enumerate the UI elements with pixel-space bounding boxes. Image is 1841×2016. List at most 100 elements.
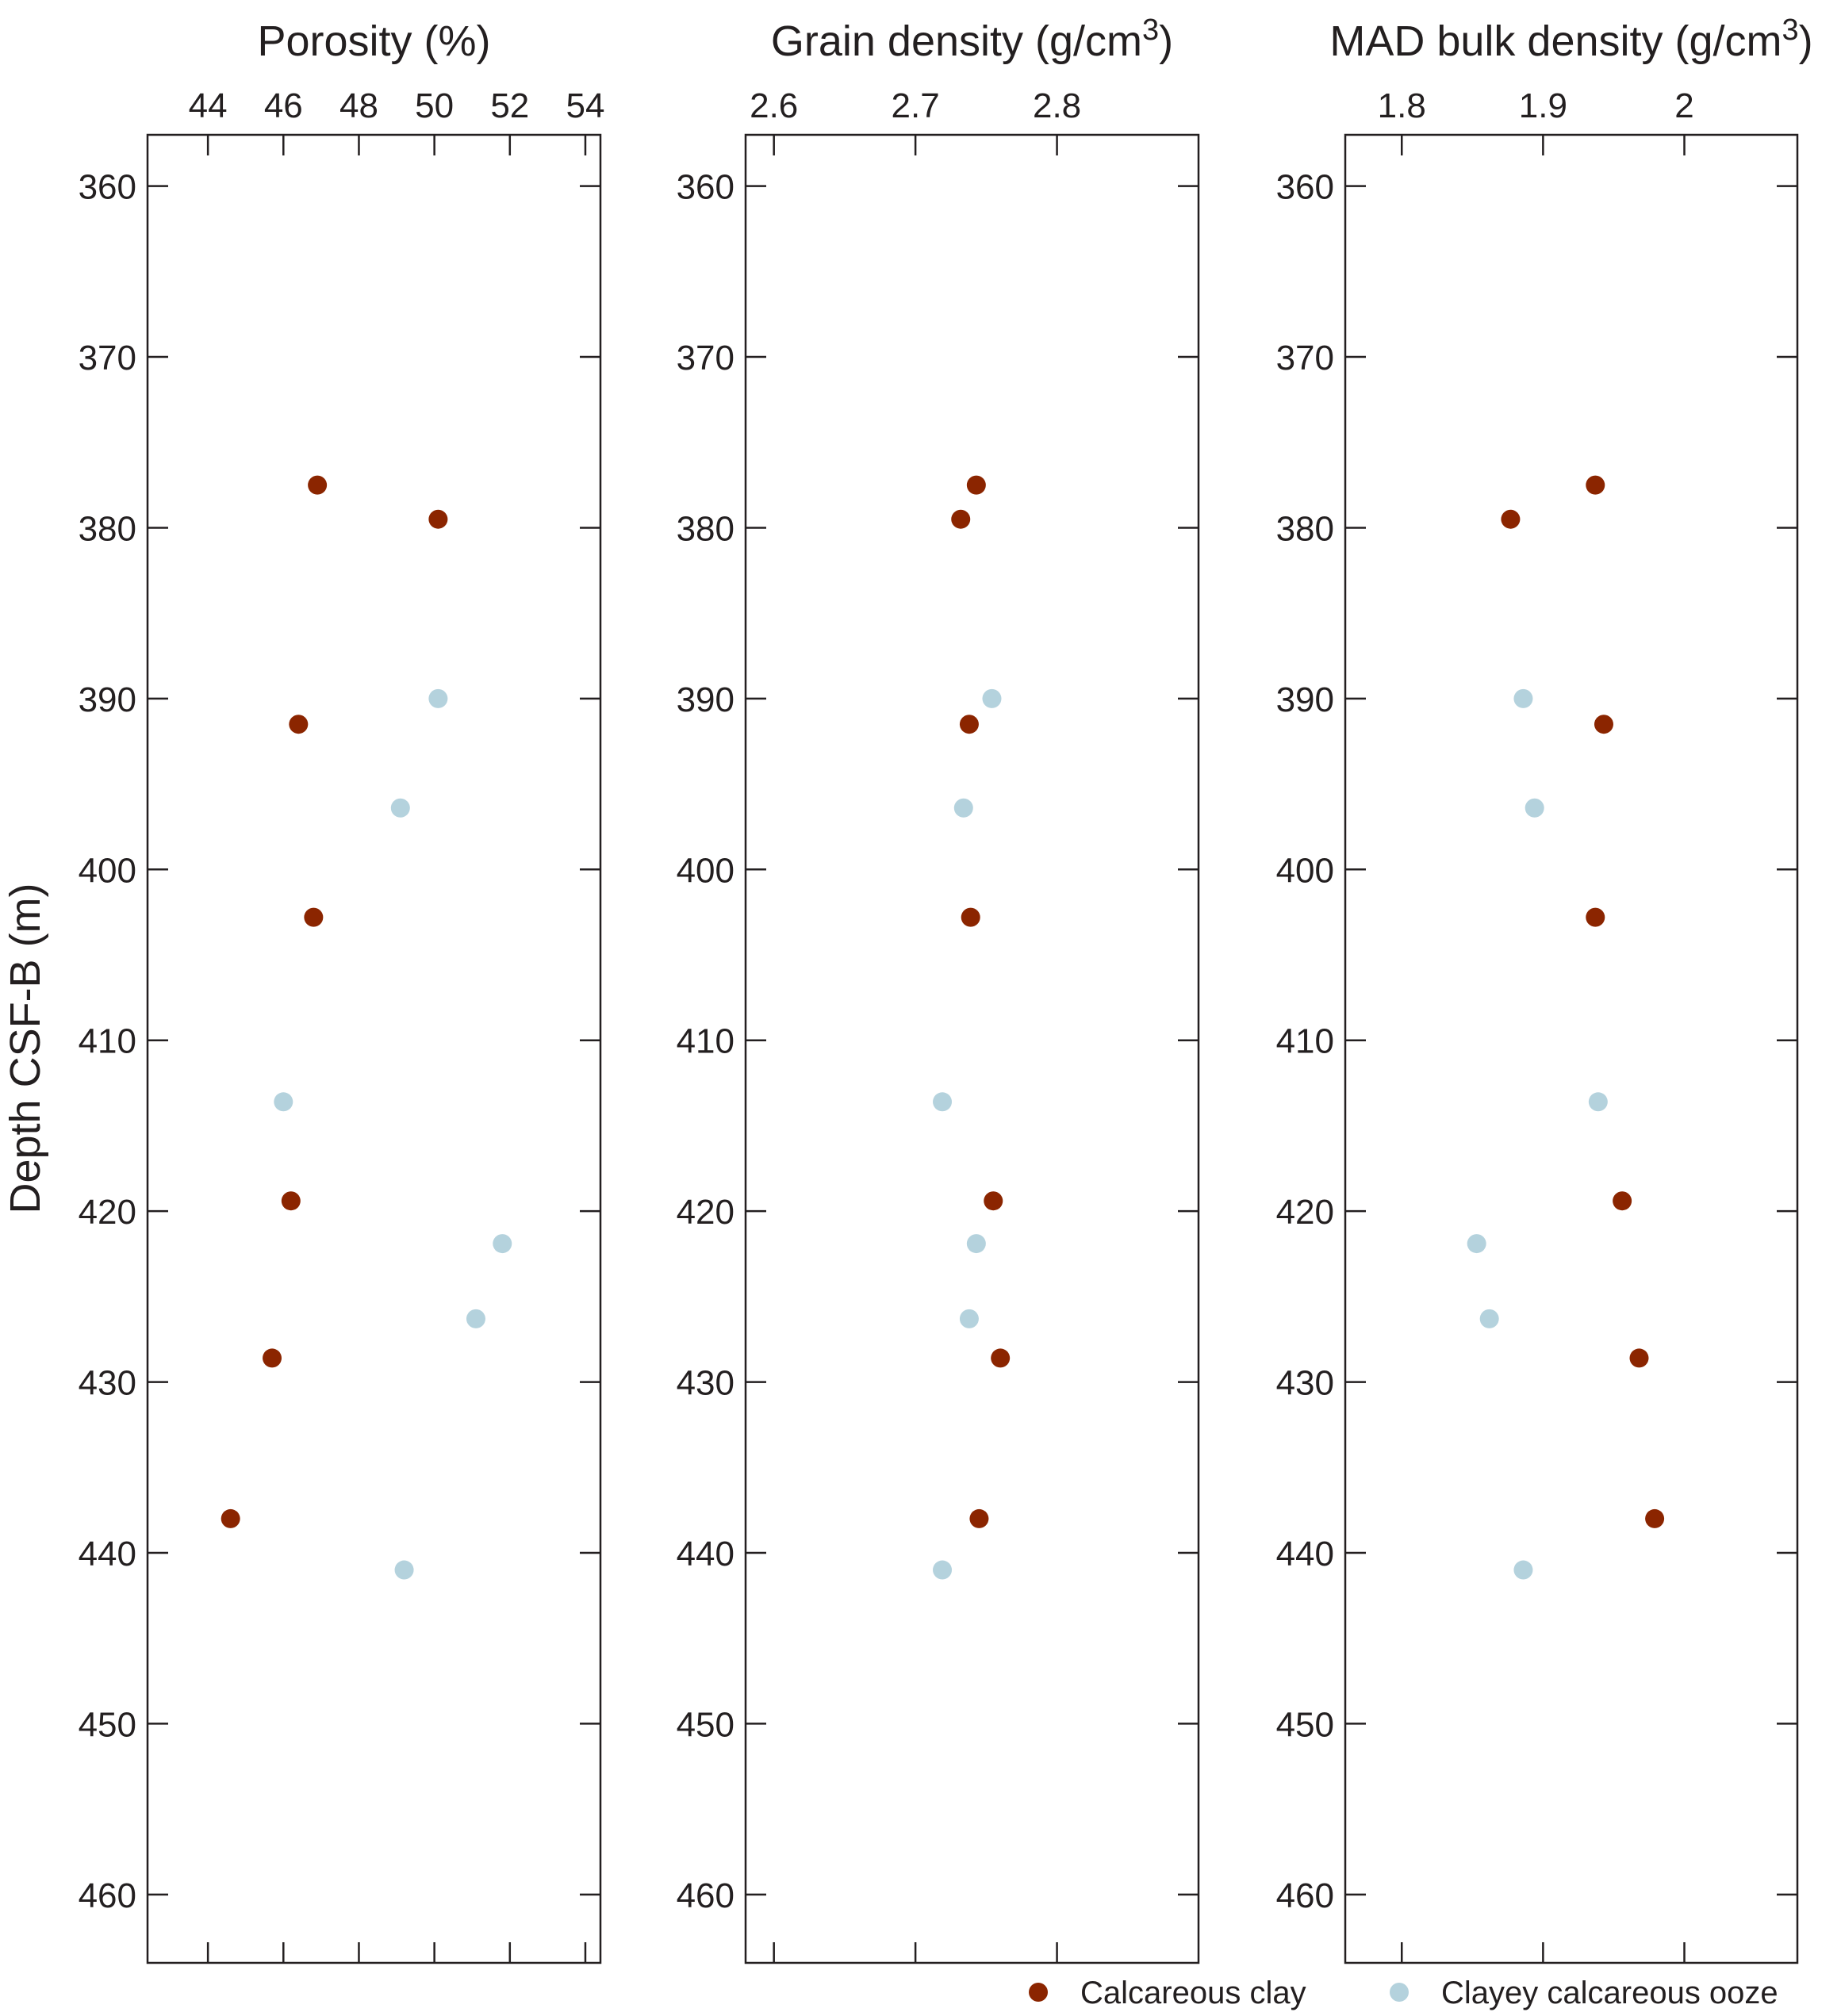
y-tick-label: 460 bbox=[79, 1876, 136, 1915]
data-point-calcareous-clay bbox=[308, 475, 328, 495]
legend-label-clayey-calcareous-ooze: Clayey calcareous ooze bbox=[1441, 1976, 1778, 2010]
x-tick-label: 54 bbox=[566, 86, 604, 125]
data-point-clayey-calcareous-ooze bbox=[1479, 1309, 1499, 1328]
data-point-clayey-calcareous-ooze bbox=[466, 1309, 485, 1328]
data-point-calcareous-clay bbox=[1629, 1348, 1649, 1368]
data-point-calcareous-clay bbox=[263, 1348, 282, 1368]
x-tick-label: 1.8 bbox=[1378, 86, 1426, 125]
y-tick-label: 460 bbox=[1276, 1876, 1334, 1915]
data-point-calcareous-clay bbox=[969, 1508, 989, 1528]
chart-panels: Porosity (%) 44 46 48 50 52 54 360 370 380 390 400 4… bbox=[79, 13, 1813, 1964]
x-tick-label: 50 bbox=[415, 86, 454, 125]
y-tick-label: 380 bbox=[677, 509, 734, 548]
data-point-clayey-calcareous-ooze bbox=[1513, 1560, 1533, 1580]
data-point-clayey-calcareous-ooze bbox=[274, 1092, 293, 1112]
x-tick-label: 2.8 bbox=[1033, 86, 1081, 125]
data-point-calcareous-clay bbox=[1613, 1191, 1632, 1211]
data-point-calcareous-clay bbox=[1501, 509, 1521, 529]
data-point-calcareous-clay bbox=[959, 715, 979, 734]
data-point-calcareous-clay bbox=[1645, 1508, 1665, 1528]
y-tick-label: 450 bbox=[79, 1705, 136, 1744]
x-tick-label: 2.6 bbox=[750, 86, 798, 125]
plot-frame bbox=[744, 133, 1200, 1964]
data-point-calcareous-clay bbox=[304, 907, 324, 927]
x-tick-label: 44 bbox=[189, 86, 228, 125]
legend-marker-clayey-calcareous-ooze bbox=[1390, 1983, 1409, 2002]
data-point-clayey-calcareous-ooze bbox=[959, 1309, 979, 1328]
data-point-clayey-calcareous-ooze bbox=[966, 1234, 986, 1254]
data-point-calcareous-clay bbox=[966, 475, 986, 495]
x-tick-label: 48 bbox=[339, 86, 378, 125]
x-tick-label: 2 bbox=[1674, 86, 1693, 125]
data-point-clayey-calcareous-ooze bbox=[394, 1560, 414, 1580]
y-tick-label: 360 bbox=[677, 168, 734, 207]
y-tick-label: 380 bbox=[1276, 509, 1334, 548]
data-point-calcareous-clay bbox=[951, 509, 971, 529]
panel-title: Grain density (g/cm3) bbox=[771, 13, 1173, 65]
data-point-calcareous-clay bbox=[1594, 715, 1613, 734]
y-tick-label: 440 bbox=[79, 1535, 136, 1573]
y-axis-label: Depth CSF-B (m) bbox=[2, 883, 49, 1213]
y-tick-label: 450 bbox=[1276, 1705, 1334, 1744]
data-point-calcareous-clay bbox=[961, 907, 980, 927]
y-tick-label: 440 bbox=[1276, 1535, 1334, 1573]
data-point-calcareous-clay bbox=[1586, 475, 1605, 495]
panel-1: Porosity (%) 44 46 48 50 52 54 360 370 380 390 400 4… bbox=[79, 17, 604, 1964]
y-tick-label: 360 bbox=[79, 168, 136, 207]
data-point-calcareous-clay bbox=[289, 715, 309, 734]
y-tick-label: 420 bbox=[677, 1193, 734, 1232]
panel-title: Porosity (%) bbox=[257, 17, 490, 65]
y-tick-label: 440 bbox=[677, 1535, 734, 1573]
data-point-clayey-calcareous-ooze bbox=[1525, 798, 1544, 818]
data-point-calcareous-clay bbox=[428, 509, 448, 529]
x-tick-label: 46 bbox=[264, 86, 303, 125]
legend-label-calcareous-clay: Calcareous clay bbox=[1080, 1976, 1306, 2010]
plot-frame bbox=[146, 133, 602, 1964]
data-point-clayey-calcareous-ooze bbox=[1467, 1234, 1486, 1254]
y-tick-label: 430 bbox=[1276, 1364, 1334, 1403]
y-tick-label: 430 bbox=[79, 1364, 136, 1403]
y-tick-label: 410 bbox=[79, 1022, 136, 1061]
y-tick-label: 370 bbox=[677, 339, 734, 378]
y-tick-label: 450 bbox=[677, 1705, 734, 1744]
y-tick-label: 390 bbox=[79, 680, 136, 719]
y-tick-label: 370 bbox=[79, 339, 136, 378]
y-tick-label: 420 bbox=[79, 1193, 136, 1232]
y-tick-label: 460 bbox=[677, 1876, 734, 1915]
y-tick-label: 400 bbox=[79, 851, 136, 890]
data-point-calcareous-clay bbox=[991, 1348, 1011, 1368]
y-tick-label: 410 bbox=[1276, 1022, 1334, 1061]
data-point-clayey-calcareous-ooze bbox=[982, 688, 1002, 708]
plot-frame bbox=[1344, 133, 1799, 1964]
x-tick-label: 1.9 bbox=[1519, 86, 1567, 125]
y-tick-label: 390 bbox=[677, 680, 734, 719]
data-point-clayey-calcareous-ooze bbox=[390, 798, 410, 818]
panel-2: Grain density (g/cm3) 2.6 2.7 2.8 360 370 380 3… bbox=[677, 13, 1200, 1964]
y-tick-label: 420 bbox=[1276, 1193, 1334, 1232]
y-tick-label: 400 bbox=[1276, 851, 1334, 890]
data-point-calcareous-clay bbox=[1586, 907, 1605, 927]
data-point-clayey-calcareous-ooze bbox=[1513, 688, 1533, 708]
data-point-clayey-calcareous-ooze bbox=[953, 798, 973, 818]
panel-title: MAD bulk density (g/cm3) bbox=[1329, 13, 1812, 65]
data-point-clayey-calcareous-ooze bbox=[933, 1092, 953, 1112]
panel-3: MAD bulk density (g/cm3) 1.8 1.9 2 360 370 380… bbox=[1276, 13, 1813, 1964]
y-tick-label: 390 bbox=[1276, 680, 1334, 719]
y-tick-label: 370 bbox=[1276, 339, 1334, 378]
data-point-clayey-calcareous-ooze bbox=[428, 688, 448, 708]
data-point-calcareous-clay bbox=[281, 1191, 301, 1211]
data-point-clayey-calcareous-ooze bbox=[1588, 1092, 1608, 1112]
y-tick-label: 430 bbox=[677, 1364, 734, 1403]
x-tick-label: 2.7 bbox=[892, 86, 940, 125]
data-point-calcareous-clay bbox=[221, 1508, 240, 1528]
legend-marker-calcareous-clay bbox=[1029, 1983, 1048, 2002]
y-tick-label: 400 bbox=[677, 851, 734, 890]
data-point-calcareous-clay bbox=[984, 1191, 1003, 1211]
legend: Calcareous clay Clayey calcareous ooze bbox=[1029, 1976, 1778, 2010]
y-tick-label: 360 bbox=[1276, 168, 1334, 207]
data-point-clayey-calcareous-ooze bbox=[933, 1560, 953, 1580]
data-point-clayey-calcareous-ooze bbox=[493, 1234, 512, 1254]
x-tick-label: 52 bbox=[490, 86, 529, 125]
y-tick-label: 410 bbox=[677, 1022, 734, 1061]
